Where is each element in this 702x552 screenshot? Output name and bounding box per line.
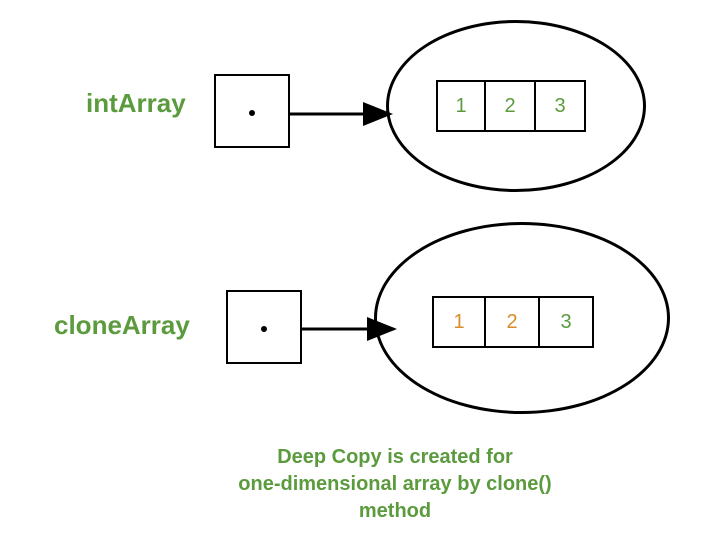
label-intarray: intArray <box>86 88 186 119</box>
array-cell: 3 <box>536 80 586 132</box>
array-cell: 1 <box>436 80 486 132</box>
cells-bottom: 123 <box>432 296 594 348</box>
array-cell: 3 <box>540 296 594 348</box>
diagram-stage: intArray 123 cloneArray 123 Deep Copy is… <box>0 0 702 552</box>
array-cell: 2 <box>486 296 540 348</box>
array-cell: 1 <box>432 296 486 348</box>
dot-top <box>249 110 255 116</box>
label-clonearray: cloneArray <box>54 310 190 341</box>
arrow-top <box>276 100 404 128</box>
caption: Deep Copy is created forone-dimensional … <box>210 444 580 525</box>
array-cell: 2 <box>486 80 536 132</box>
caption-line: one-dimensional array by clone() <box>210 471 580 498</box>
dot-bottom <box>261 326 267 332</box>
caption-line: method <box>210 498 580 525</box>
cells-top: 123 <box>436 80 586 132</box>
caption-line: Deep Copy is created for <box>210 444 580 471</box>
